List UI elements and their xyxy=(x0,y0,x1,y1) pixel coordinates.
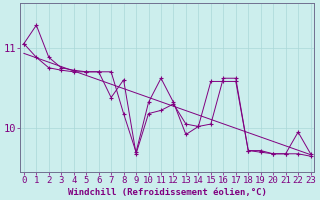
X-axis label: Windchill (Refroidissement éolien,°C): Windchill (Refroidissement éolien,°C) xyxy=(68,188,267,197)
